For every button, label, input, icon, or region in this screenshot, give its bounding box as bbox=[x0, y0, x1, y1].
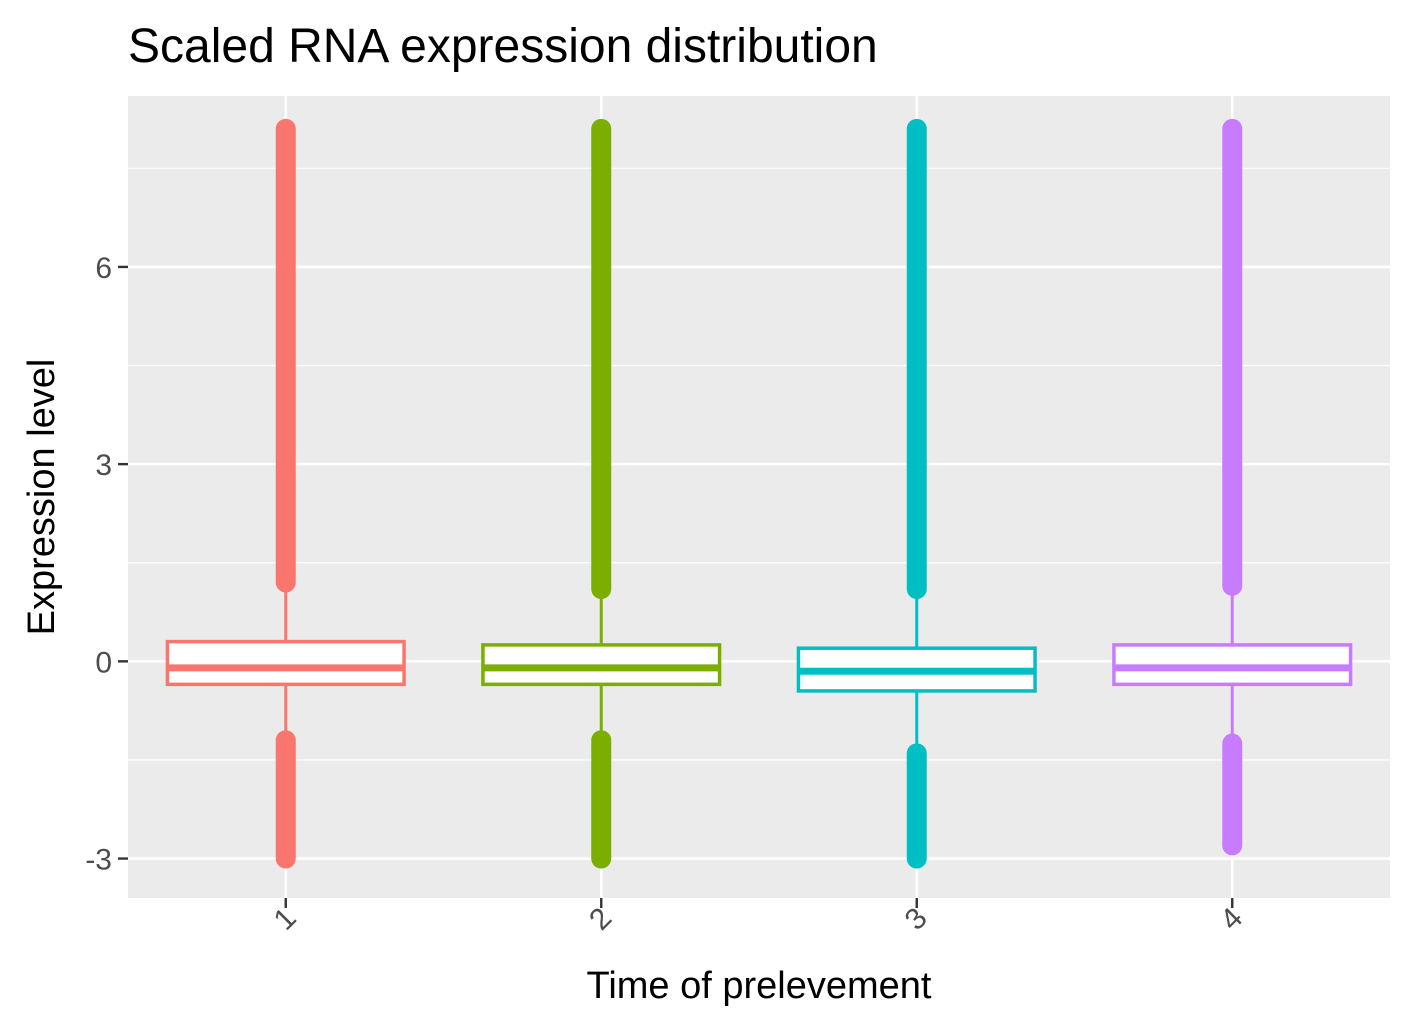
y-axis-title: Expression level bbox=[21, 359, 63, 636]
y-tick-label: -3 bbox=[85, 844, 112, 877]
box-group bbox=[796, 118, 1037, 869]
box-group bbox=[481, 118, 722, 869]
y-tick-label: 3 bbox=[95, 449, 112, 482]
y-tick-label: 6 bbox=[95, 252, 112, 285]
x-axis-title: Time of prelevement bbox=[587, 965, 932, 1007]
y-tick-label: 0 bbox=[95, 646, 112, 679]
plot-panel bbox=[128, 96, 1390, 898]
boxes bbox=[165, 118, 1353, 869]
box bbox=[165, 639, 406, 687]
y-axis: -3 0 3 6 bbox=[85, 252, 128, 877]
chart-title: Scaled RNA expression distribution bbox=[128, 20, 878, 73]
box-group bbox=[1112, 118, 1353, 856]
box-group bbox=[165, 118, 406, 869]
